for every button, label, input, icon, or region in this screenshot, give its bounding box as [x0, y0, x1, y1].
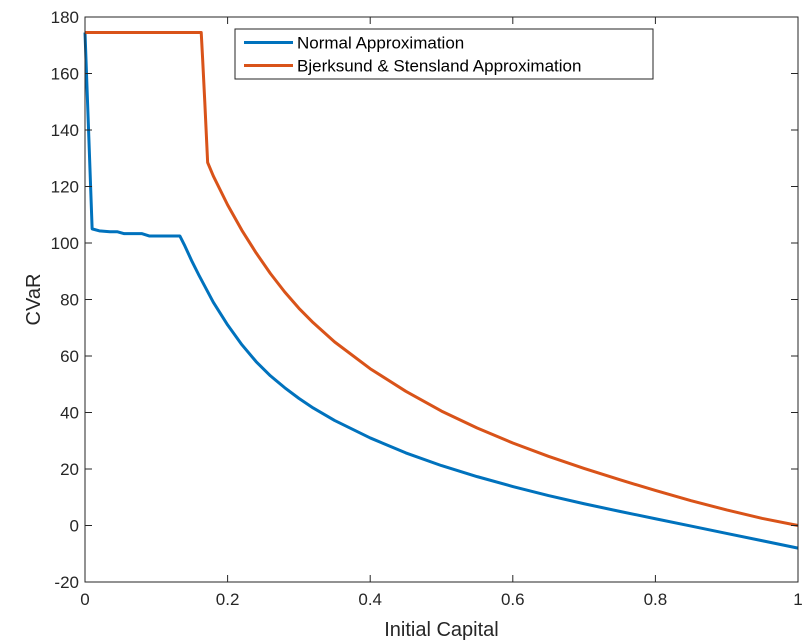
- y-tick-label: 80: [60, 291, 79, 310]
- series-line-normal-approximation: [83, 32, 799, 550]
- y-tick-label: 60: [60, 347, 79, 366]
- y-tick-label: -20: [54, 573, 79, 592]
- x-tick-label: 0.4: [358, 590, 382, 609]
- x-axis-label: Initial Capital: [384, 619, 499, 641]
- y-tick-label: 40: [60, 404, 79, 423]
- plot-background: [85, 17, 798, 582]
- x-tick-label: 0.6: [501, 590, 525, 609]
- legend: Normal Approximation Bjerksund & Stensla…: [234, 28, 654, 80]
- y-tick-label: 140: [51, 121, 79, 140]
- x-tick-label: 0.8: [644, 590, 668, 609]
- legend-box: [234, 28, 654, 80]
- y-axis-label: CVaR: [23, 274, 45, 326]
- x-tick-label: 1: [793, 590, 802, 609]
- y-tick-label: 100: [51, 234, 79, 253]
- y-tick-label: 0: [70, 517, 79, 536]
- x-tick-label: 0: [80, 590, 89, 609]
- series-layer: [83, 31, 799, 550]
- x-tick-label: 0.2: [216, 590, 240, 609]
- legend-label-normal-approximation: Normal Approximation: [297, 34, 464, 53]
- y-tick-label: 20: [60, 460, 79, 479]
- series-line-bjerksund-stensland-approximation: [85, 31, 799, 527]
- y-tick-label: 120: [51, 178, 79, 197]
- y-tick-label: 180: [51, 8, 79, 27]
- y-tick-label: 160: [51, 65, 79, 84]
- tick-layer: 0 0.2 0.4 0.6 0.8 1-2002040608010012014016018…: [51, 8, 803, 609]
- legend-label-bjerksund-stensland-approximation: Bjerksund & Stensland Approximation: [297, 57, 581, 76]
